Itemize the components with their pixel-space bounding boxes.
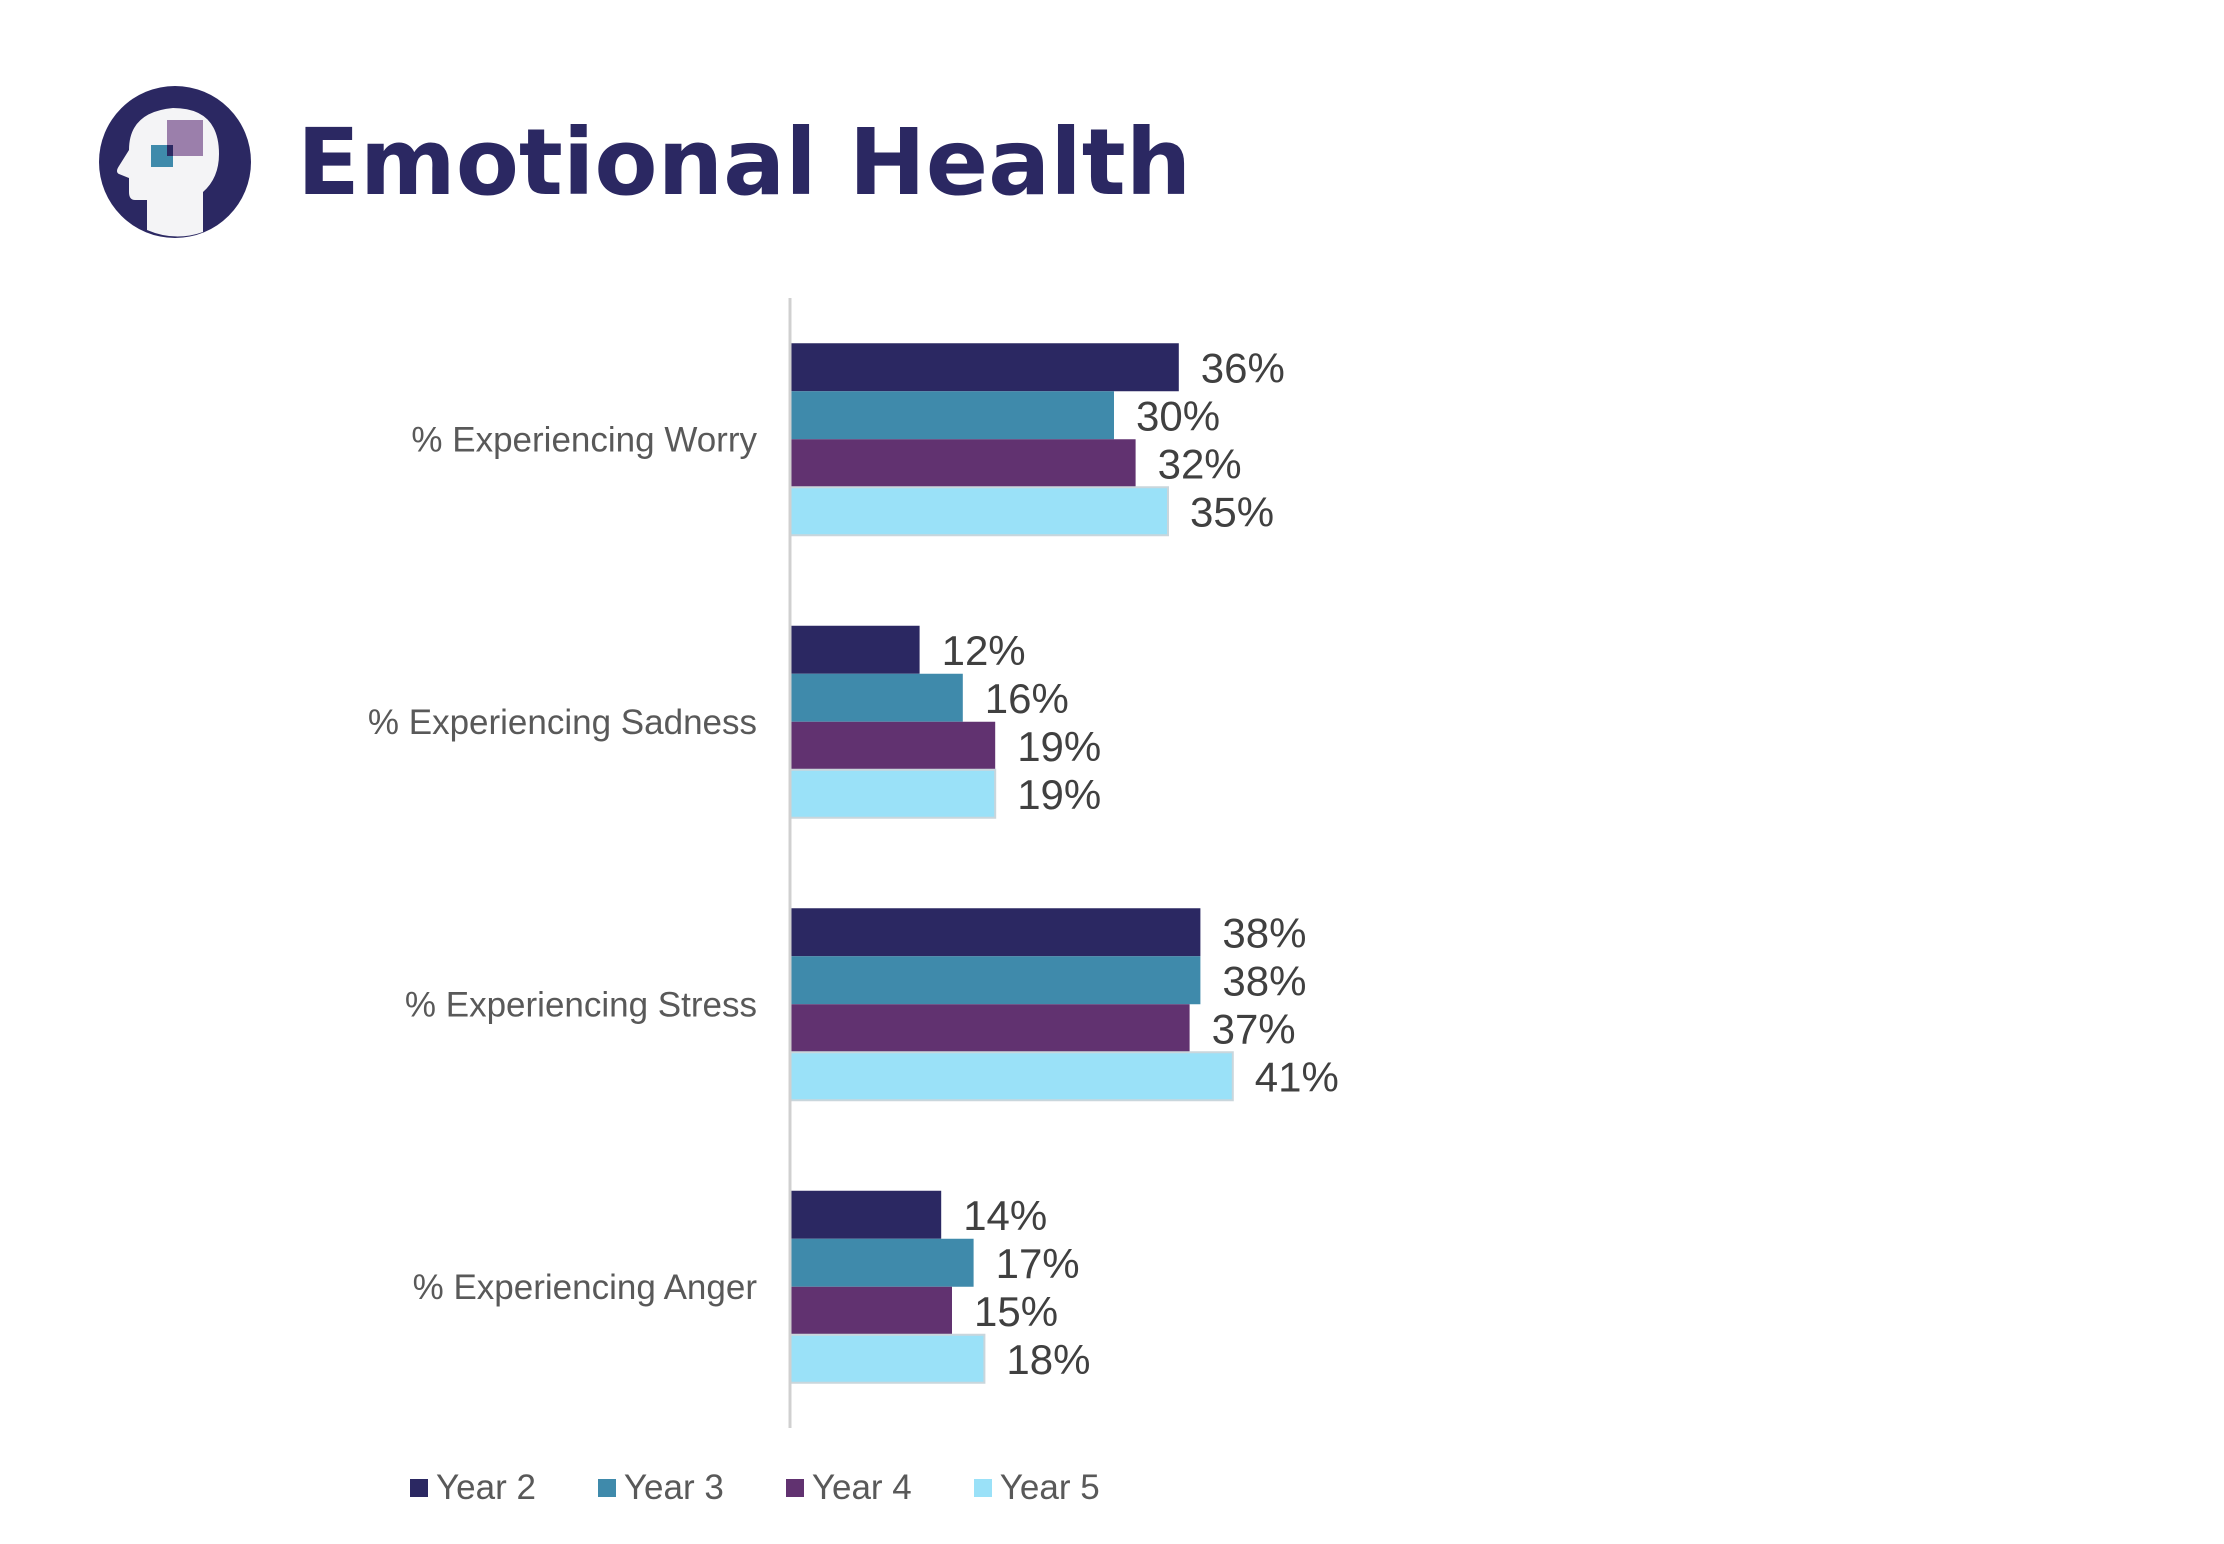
data-label-experiencing-stress-year-3: 38% (1222, 957, 1306, 1004)
data-label-experiencing-stress-year-4: 37% (1212, 1005, 1296, 1052)
bar-experiencing-anger-year-4 (790, 1286, 952, 1335)
data-label-experiencing-sadness-year-3: 16% (985, 675, 1069, 722)
chart-legend: Year 2 Year 3 Year 4 Year 5 (410, 1468, 1162, 1508)
category-label-experiencing-stress: % Experiencing Stress (405, 985, 757, 1024)
data-label-experiencing-worry-year-4: 32% (1158, 440, 1242, 487)
data-label-experiencing-anger-year-5: 18% (1006, 1336, 1090, 1383)
legend-swatch-year-5 (973, 1479, 992, 1497)
bar-experiencing-sadness-year-2 (790, 625, 920, 674)
data-label-experiencing-anger-year-4: 15% (974, 1288, 1058, 1335)
data-label-experiencing-sadness-year-5: 19% (1017, 771, 1101, 818)
bar-experiencing-worry-year-2 (790, 343, 1179, 392)
legend-swatch-year-4 (785, 1479, 804, 1497)
bar-experiencing-anger-year-2 (790, 1190, 942, 1239)
legend-label-year-5: Year 5 (999, 1468, 1100, 1507)
category-label-experiencing-sadness: % Experiencing Sadness (368, 703, 757, 742)
data-label-experiencing-worry-year-2: 36% (1201, 344, 1285, 391)
bar-experiencing-sadness-year-3 (790, 673, 963, 722)
legend-label-year-3: Year 3 (623, 1468, 724, 1507)
bar-experiencing-stress-year-5 (789, 1051, 1234, 1102)
page-title: Emotional Health (297, 108, 1192, 216)
bar-experiencing-worry-year-5 (789, 486, 1169, 537)
data-label-experiencing-sadness-year-2: 12% (942, 627, 1026, 674)
bar-experiencing-sadness-year-5 (789, 768, 997, 819)
header: Emotional Health (95, 82, 1191, 242)
category-label-experiencing-worry: % Experiencing Worry (411, 420, 757, 459)
data-label-experiencing-stress-year-5: 41% (1255, 1053, 1339, 1100)
bar-experiencing-anger-year-3 (790, 1238, 974, 1287)
bar-experiencing-stress-year-2 (790, 908, 1201, 957)
legend-item-year-2: Year 2 (410, 1468, 536, 1508)
bar-experiencing-worry-year-3 (790, 391, 1114, 440)
data-label-experiencing-sadness-year-4: 19% (1017, 723, 1101, 770)
data-label-experiencing-worry-year-5: 35% (1190, 488, 1274, 535)
legend-item-year-5: Year 5 (973, 1468, 1100, 1508)
bar-experiencing-sadness-year-4 (790, 721, 996, 770)
legend-item-year-3: Year 3 (597, 1468, 724, 1508)
category-label-experiencing-anger: % Experiencing Anger (413, 1268, 758, 1307)
bar-experiencing-stress-year-3 (790, 956, 1201, 1005)
data-label-experiencing-anger-year-2: 14% (963, 1192, 1047, 1239)
bar-experiencing-worry-year-4 (790, 439, 1136, 488)
legend-label-year-4: Year 4 (811, 1468, 912, 1507)
legend-swatch-year-2 (410, 1479, 428, 1497)
legend-item-year-4: Year 4 (785, 1468, 912, 1508)
bar-experiencing-stress-year-4 (790, 1004, 1190, 1053)
data-label-experiencing-anger-year-3: 17% (996, 1240, 1080, 1287)
bar-experiencing-anger-year-5 (789, 1333, 986, 1384)
emotional-health-logo-icon (99, 86, 251, 238)
data-label-experiencing-worry-year-3: 30% (1136, 392, 1220, 439)
legend-swatch-year-3 (597, 1479, 616, 1497)
legend-label-year-2: Year 2 (436, 1468, 536, 1507)
data-label-experiencing-stress-year-2: 38% (1222, 909, 1306, 956)
